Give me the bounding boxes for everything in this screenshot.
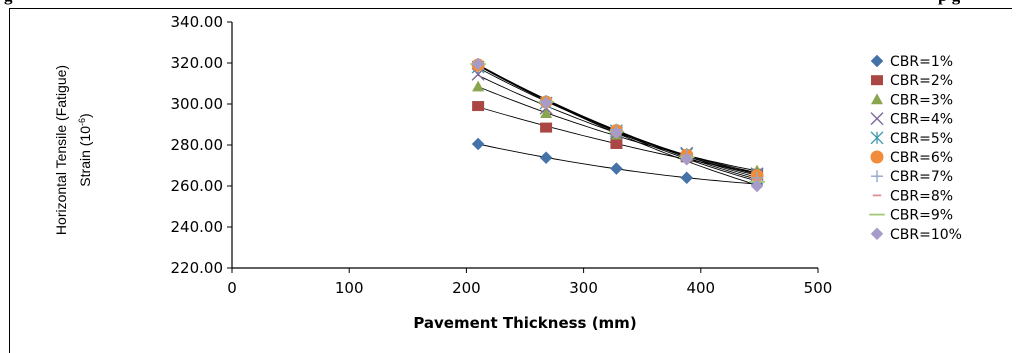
legend: CBR=1% CBR=2% CBR=3% CBR=4% CBR=5% CBR=6% CBR=… [869, 54, 962, 243]
chart-frame [9, 8, 1012, 353]
trendline [477, 64, 758, 178]
legend-label: CBR=2% [890, 73, 953, 89]
data-point-cbr-1 [539, 151, 553, 165]
legend-marker [870, 150, 884, 164]
legend-marker [870, 131, 884, 145]
chart-canvas: 220.00 240.00 260.00 280.00 300.00 320.00 340.… [53, 13, 962, 332]
data-point-cbr-2 [540, 122, 553, 133]
legend-item: CBR=9% [869, 208, 953, 224]
legend-item: CBR=5% [870, 131, 953, 147]
x-tick-label: 400 [686, 279, 715, 297]
y-axis-title-line1: Horizontal Tensile (Fatigue) [53, 65, 69, 235]
legend-marker [870, 227, 884, 241]
x-tick-label: 300 [569, 279, 598, 297]
trendline [477, 65, 758, 176]
y-tick-label: 300.00 [171, 95, 224, 113]
data-points-layer [470, 57, 765, 193]
data-point-cbr-3 [472, 80, 485, 92]
legend-marker [870, 54, 884, 68]
legend-item: CBR=8% [872, 188, 953, 204]
legend-label: CBR=6% [890, 150, 953, 166]
data-point-cbr-2 [610, 138, 623, 149]
data-point-cbr-3 [540, 107, 553, 119]
x-axis-title: Pavement Thickness (mm) [413, 314, 636, 332]
data-point-cbr-10 [680, 152, 694, 166]
data-point-cbr-1 [680, 171, 694, 185]
legend-item: CBR=3% [871, 92, 953, 108]
data-point-cbr-1 [610, 162, 623, 175]
y-axis-title-line2: Strain (10-6) [77, 113, 93, 186]
legend-item: CBR=10% [870, 227, 962, 243]
legend-item: CBR=4% [870, 112, 953, 128]
legend-label: CBR=3% [890, 92, 953, 108]
legend-label: CBR=1% [890, 54, 953, 70]
legend-label: CBR=5% [890, 131, 953, 147]
legend-marker [871, 75, 883, 86]
data-point-cbr-10 [750, 179, 764, 193]
y-axis-title-unit: Strain (10 [77, 126, 93, 187]
y-tick-label: 280.00 [171, 136, 224, 154]
legend-marker [870, 112, 884, 126]
y-tick-label: 260.00 [171, 177, 224, 195]
header-caption-strip: g p g [0, 0, 1021, 8]
y-axis-title-close: ) [77, 113, 93, 118]
legend-label: CBR=10% [890, 227, 962, 243]
y-tick-label: 340.00 [171, 13, 224, 31]
data-point-cbr-10 [471, 57, 485, 71]
legend-item: CBR=2% [871, 73, 953, 89]
legend-label: CBR=8% [890, 188, 953, 204]
x-tick-label: 200 [452, 279, 481, 297]
y-tick-label: 320.00 [171, 54, 224, 72]
legend-item: CBR=7% [871, 169, 953, 185]
legend-label: CBR=4% [890, 112, 953, 128]
x-tick-label: 500 [804, 279, 833, 297]
caption-fragment-left: g [4, 0, 13, 6]
x-tick-label: 100 [335, 279, 364, 297]
legend-marker [871, 170, 883, 183]
trendline [477, 67, 758, 175]
y-tick-label: 240.00 [171, 218, 224, 236]
caption-fragment-right: p g [938, 0, 960, 6]
data-point-cbr-10 [539, 96, 553, 110]
trendline [477, 74, 758, 174]
data-point-cbr-1 [471, 137, 485, 151]
y-tick-label: 220.00 [171, 259, 224, 277]
data-point-cbr-10 [610, 126, 623, 140]
data-point-cbr-2 [472, 101, 485, 112]
y-axis-title-group: Horizontal Tensile (Fatigue) Strain (10-… [53, 65, 93, 235]
legend-label: CBR=9% [890, 208, 953, 224]
y-axis-title-exponent: -6 [77, 118, 87, 126]
x-tick-label: 0 [227, 279, 237, 297]
axes-layer: 220.00 240.00 260.00 280.00 300.00 320.00 340.… [171, 13, 833, 297]
legend-item: CBR=6% [870, 150, 953, 166]
legend-marker [871, 93, 883, 105]
legend-item: CBR=1% [870, 54, 953, 70]
legend-label: CBR=7% [890, 169, 953, 185]
